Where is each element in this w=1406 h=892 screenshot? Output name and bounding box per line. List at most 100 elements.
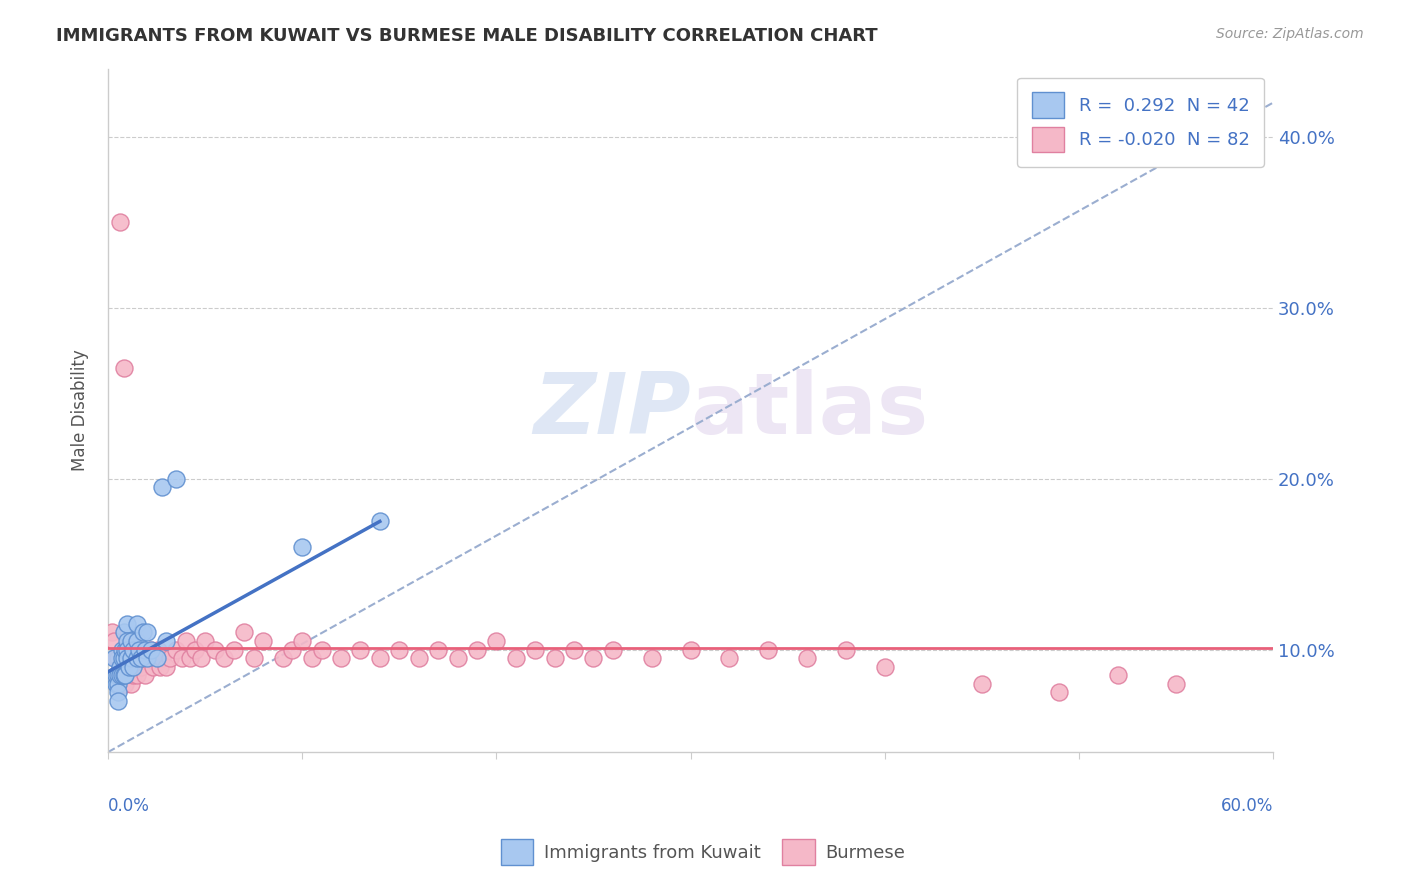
Point (485, 634, 508, 648)
Point (117, 616, 139, 631)
Point (114, 668, 136, 682)
Point (150, 480, 173, 494)
Point (112, 668, 135, 682)
Point (127, 616, 149, 631)
Point (110, 668, 132, 682)
Point (179, 651, 201, 665)
Point (129, 651, 152, 665)
Point (110, 659, 132, 673)
Point (135, 651, 157, 665)
Point (149, 659, 172, 673)
Point (562, 642, 585, 657)
Point (1107, 668, 1129, 682)
Point (427, 642, 450, 657)
Point (184, 642, 207, 657)
Point (388, 642, 411, 657)
Point (107, 651, 129, 665)
Point (190, 651, 212, 665)
Point (524, 642, 547, 657)
Point (835, 642, 858, 657)
Point (112, 677, 135, 691)
Point (103, 634, 125, 648)
Point (112, 360, 135, 375)
Point (134, 668, 156, 682)
Point (970, 677, 993, 691)
Point (465, 642, 488, 657)
Point (112, 651, 135, 665)
Point (110, 651, 132, 665)
Point (756, 642, 779, 657)
Point (129, 659, 152, 673)
Point (118, 659, 141, 673)
Point (204, 642, 226, 657)
Point (132, 625, 155, 640)
Point (281, 642, 304, 657)
Text: atlas: atlas (690, 368, 929, 452)
Point (120, 634, 142, 648)
Point (134, 642, 156, 657)
Point (108, 668, 131, 682)
Point (139, 642, 162, 657)
Point (127, 668, 149, 682)
Point (122, 659, 145, 673)
Point (127, 651, 149, 665)
Point (242, 651, 264, 665)
Point (112, 651, 135, 665)
Point (796, 651, 818, 665)
Point (155, 634, 177, 648)
Point (104, 668, 127, 682)
Point (873, 659, 896, 673)
Point (117, 634, 139, 648)
Point (117, 668, 139, 682)
Point (108, 659, 131, 673)
Point (505, 651, 527, 665)
Point (122, 642, 145, 657)
Point (120, 634, 142, 648)
Point (135, 625, 157, 640)
Point (108, 659, 131, 673)
Text: 0.0%: 0.0% (108, 797, 150, 814)
Point (108, 215, 131, 229)
Point (301, 651, 323, 665)
Point (139, 642, 162, 657)
Point (120, 651, 142, 665)
Point (271, 651, 294, 665)
Point (117, 642, 139, 657)
Point (112, 625, 135, 640)
Point (1164, 677, 1187, 691)
Point (165, 642, 187, 657)
Text: IMMIGRANTS FROM KUWAIT VS BURMESE MALE DISABILITY CORRELATION CHART: IMMIGRANTS FROM KUWAIT VS BURMESE MALE D… (56, 27, 877, 45)
Point (165, 472, 187, 486)
Point (214, 651, 236, 665)
Point (150, 651, 173, 665)
Point (252, 634, 274, 648)
Point (122, 668, 145, 682)
Point (127, 634, 149, 648)
Point (174, 634, 197, 648)
Point (224, 642, 246, 657)
Point (101, 625, 124, 640)
Point (107, 668, 129, 682)
Point (138, 651, 160, 665)
Point (148, 642, 170, 657)
Point (127, 642, 149, 657)
Point (602, 642, 624, 657)
Point (145, 651, 167, 665)
Point (107, 677, 129, 691)
Legend: R =  0.292  N = 42, R = -0.020  N = 82: R = 0.292 N = 42, R = -0.020 N = 82 (1018, 78, 1264, 167)
Point (104, 677, 127, 691)
Point (408, 651, 430, 665)
Point (117, 651, 139, 665)
Point (330, 651, 353, 665)
Point (114, 677, 136, 691)
Point (118, 659, 141, 673)
Point (194, 634, 217, 648)
Point (446, 651, 468, 665)
Point (107, 685, 129, 699)
Text: ZIP: ZIP (533, 368, 690, 452)
Point (145, 651, 167, 665)
Point (122, 651, 145, 665)
Point (132, 642, 155, 657)
Text: Source: ZipAtlas.com: Source: ZipAtlas.com (1216, 27, 1364, 41)
Legend: Immigrants from Kuwait, Burmese: Immigrants from Kuwait, Burmese (492, 830, 914, 874)
